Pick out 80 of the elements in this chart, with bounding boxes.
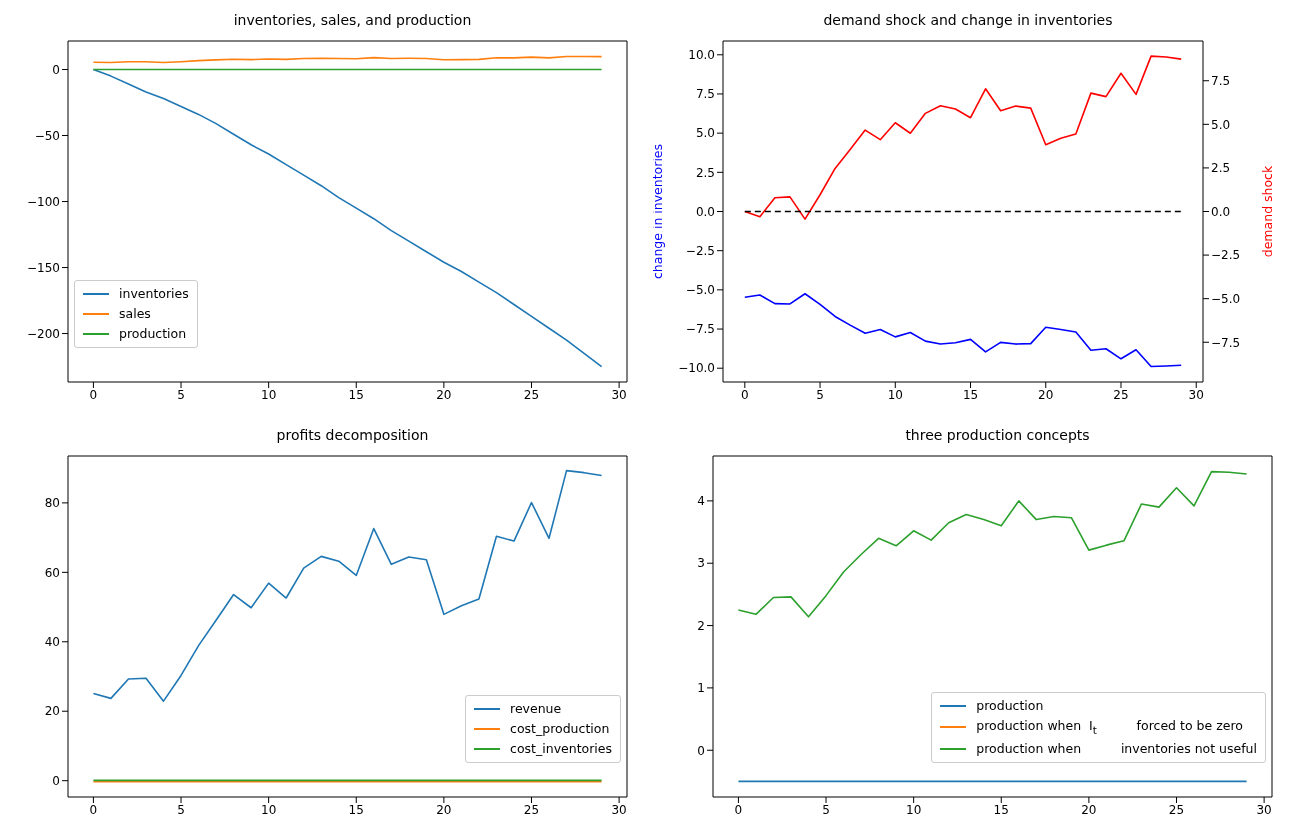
y2-tick-label: 7.5 bbox=[1211, 74, 1231, 89]
y-tick-label: 0.0 bbox=[695, 204, 715, 219]
legend-label: revenue bbox=[510, 700, 562, 718]
x-tick-label: 25 bbox=[1168, 802, 1185, 817]
x-tick-label: 15 bbox=[993, 802, 1009, 817]
y-tick-label: −10.0 bbox=[678, 361, 715, 376]
x-tick-label: 0 bbox=[89, 802, 98, 817]
y-tick-label: 40 bbox=[44, 635, 60, 650]
chart-title: demand shock and change in inventories bbox=[822, 11, 1114, 30]
x-tick-label: 20 bbox=[1038, 387, 1054, 402]
x-tick-label: 30 bbox=[1256, 802, 1272, 817]
y2-tick-label: −2.5 bbox=[1211, 248, 1241, 263]
line-series bbox=[92, 55, 603, 64]
y-tick-label: 1 bbox=[697, 681, 705, 696]
y-tick-label: 0 bbox=[52, 62, 60, 77]
y-tick-label: −7.5 bbox=[685, 322, 715, 337]
y2-axis-title: demand shock bbox=[1260, 165, 1276, 258]
x-tick-label: 15 bbox=[962, 387, 979, 402]
x-tick-label: 30 bbox=[1188, 387, 1204, 402]
chart-title: three production concepts bbox=[904, 426, 1091, 445]
line-series bbox=[92, 68, 603, 368]
y-tick-label: −50 bbox=[34, 128, 60, 143]
chart-title: inventories, sales, and production bbox=[232, 11, 473, 30]
x-tick-label: 25 bbox=[1113, 387, 1129, 402]
x-tick-label: 20 bbox=[436, 802, 452, 817]
x-tick-label: 10 bbox=[887, 387, 903, 402]
x-tick-label: 25 bbox=[523, 387, 540, 402]
y-tick-label: 60 bbox=[44, 565, 60, 580]
line-series bbox=[737, 470, 1248, 618]
x-tick-label: 5 bbox=[822, 802, 830, 817]
y-tick-label: 0 bbox=[697, 743, 705, 758]
x-tick-label: 10 bbox=[261, 802, 277, 817]
x-tick-label: 5 bbox=[816, 387, 824, 402]
x-tick-label: 15 bbox=[348, 802, 364, 817]
legend-label: sales bbox=[119, 305, 151, 323]
legend-label: cost_inventories bbox=[510, 740, 612, 758]
y-tick-label: 2 bbox=[697, 618, 705, 633]
y2-tick-label: 2.5 bbox=[1211, 161, 1231, 176]
y-tick-label: −2.5 bbox=[685, 243, 715, 258]
y-tick-label: −200 bbox=[27, 326, 60, 341]
y-tick-label: 7.5 bbox=[695, 87, 715, 102]
x-tick-label: 0 bbox=[741, 387, 749, 402]
x-tick-label: 5 bbox=[177, 802, 185, 817]
line-series bbox=[744, 292, 1182, 368]
legend-label: inventories bbox=[119, 285, 189, 303]
y2-tick-label: −5.0 bbox=[1211, 291, 1241, 306]
y-tick-label: 20 bbox=[44, 704, 60, 719]
y-tick-label: 5.0 bbox=[695, 126, 715, 141]
y2-tick-label: −7.5 bbox=[1211, 335, 1241, 350]
legend-label: cost_production bbox=[510, 720, 610, 738]
y-tick-label: 3 bbox=[697, 556, 705, 571]
y2-tick-label: 5.0 bbox=[1211, 117, 1231, 132]
legend-label: production when inventories not useful bbox=[976, 740, 1257, 758]
x-tick-label: 30 bbox=[611, 387, 627, 402]
x-tick-label: 10 bbox=[261, 387, 277, 402]
y-tick-label: 4 bbox=[697, 494, 705, 509]
y2-tick-label: 0.0 bbox=[1211, 204, 1231, 219]
y-tick-label: 10.0 bbox=[688, 48, 715, 63]
y-tick-label: 2.5 bbox=[695, 165, 715, 180]
x-tick-label: 20 bbox=[1081, 802, 1097, 817]
line-series bbox=[92, 469, 603, 702]
x-tick-label: 20 bbox=[436, 387, 452, 402]
x-tick-label: 30 bbox=[611, 802, 627, 817]
y-tick-label: −5.0 bbox=[685, 283, 715, 298]
y-tick-label: −100 bbox=[27, 194, 60, 209]
line-series bbox=[744, 55, 1182, 220]
y-tick-label: 0 bbox=[52, 773, 60, 788]
y-axis-title: change in inventories bbox=[650, 143, 666, 280]
text: production when I$_{t}$ forced to be zero bbox=[976, 717, 1243, 735]
x-tick-label: 15 bbox=[348, 387, 364, 402]
chart-title: profits decomposition bbox=[275, 426, 430, 445]
x-tick-label: 25 bbox=[523, 802, 540, 817]
x-tick-label: 5 bbox=[177, 387, 185, 402]
legend-label: production bbox=[119, 325, 187, 343]
x-tick-label: 10 bbox=[906, 802, 922, 817]
y-tick-label: 80 bbox=[44, 496, 60, 511]
x-tick-label: 0 bbox=[89, 387, 98, 402]
legend-label: production bbox=[976, 696, 1044, 715]
y-tick-label: −150 bbox=[27, 260, 60, 275]
x-tick-label: 0 bbox=[734, 802, 743, 817]
